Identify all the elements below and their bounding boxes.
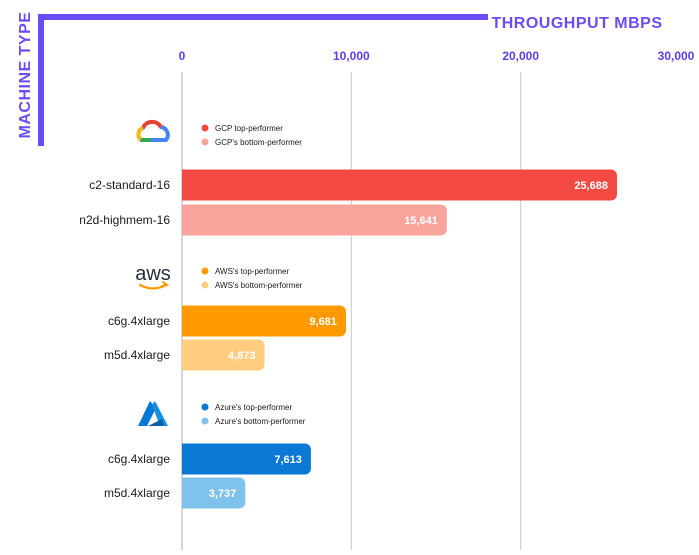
- bar-value-label: 25,688: [574, 180, 608, 192]
- category-label: c2-standard-16: [89, 178, 170, 192]
- legend-entry: AWS's top-performer: [215, 267, 289, 276]
- x-tick-label: 0: [179, 49, 186, 63]
- x-tick-label: 10,000: [333, 49, 370, 63]
- bar-value-label: 9,681: [309, 316, 337, 328]
- legend-swatch: [201, 281, 209, 289]
- aws-logo-icon: aws: [135, 263, 171, 290]
- legend-entry: GCP's bottom-performer: [215, 138, 302, 147]
- legend-entry: AWS's bottom-performer: [215, 281, 303, 290]
- x-tick-label: 30,000: [658, 49, 695, 63]
- bar-groups: GCP top-performer GCP's bottom-performer c…: [79, 119, 617, 509]
- legend-swatch: [201, 417, 209, 425]
- category-label: n2d-highmem-16: [79, 213, 170, 227]
- bar-aws-1: [182, 339, 265, 371]
- bar-azure-1: [182, 477, 246, 509]
- legend-swatch: [201, 403, 209, 411]
- x-tick-labels: 0 10,000 20,000 30,000: [179, 49, 695, 63]
- bar-gcp-1: [182, 204, 447, 236]
- y-axis-title: MACHINE TYPE: [17, 12, 34, 139]
- bar-value-label: 3,737: [209, 488, 237, 500]
- aws-logo-text: aws: [135, 263, 171, 285]
- bar-value-label: 7,613: [274, 454, 302, 466]
- legend-swatch: [201, 138, 209, 146]
- bar-value-label: 15,641: [404, 215, 438, 227]
- bar-gcp-0: [182, 169, 617, 201]
- legend-entry: Azure's top-performer: [215, 403, 292, 412]
- legend-entry: Azure's bottom-performer: [215, 417, 306, 426]
- left-axis-frame: [38, 14, 44, 146]
- x-axis-title: THROUGHPUT MBPS: [491, 15, 662, 32]
- x-tick-label: 20,000: [502, 49, 539, 63]
- category-label: c6g.4xlarge: [108, 452, 170, 466]
- category-label: c6g.4xlarge: [108, 314, 170, 328]
- bar-group-aws: aws AWS's top-performer AWS's bottom-perfo…: [104, 263, 346, 371]
- gcp-cloud-logo-icon: [136, 119, 170, 142]
- legend-entry: GCP top-performer: [215, 124, 283, 133]
- category-label: m5d.4xlarge: [104, 348, 170, 362]
- bar-group-gcp: GCP top-performer GCP's bottom-performer c…: [79, 119, 617, 236]
- top-axis-frame: [38, 14, 488, 20]
- bar-group-azure: Azure's top-performer Azure's bottom-perf…: [104, 401, 311, 509]
- legend-swatch: [201, 267, 209, 275]
- bar-aws-0: [181, 305, 346, 337]
- azure-logo-icon: [138, 401, 168, 426]
- bar-azure-0: [181, 443, 311, 475]
- legend-swatch: [201, 124, 209, 132]
- category-label: m5d.4xlarge: [104, 486, 170, 500]
- bar-value-label: 4,873: [228, 350, 256, 362]
